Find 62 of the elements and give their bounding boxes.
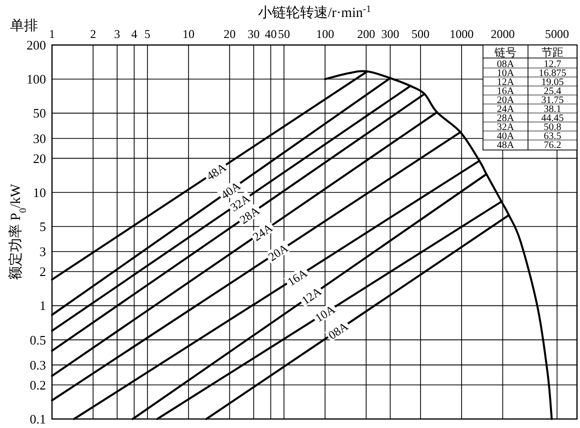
y-tick-label: 2: [40, 264, 46, 280]
x-tick-label: 30: [248, 27, 260, 41]
text: 单排: [10, 18, 38, 34]
data-label: 31.75: [541, 95, 564, 106]
data-label: 50.8: [544, 122, 562, 133]
x-axis-title: 小链轮转速/r·min$^{-1}$: [258, 4, 372, 21]
x-tick-label: 5000: [545, 27, 570, 41]
x-tick-label: 4: [131, 27, 138, 41]
y-tick-label: 3: [40, 244, 46, 260]
y-tick-label: 0.2: [30, 377, 46, 392]
x-tick-label: 10: [182, 27, 195, 41]
x-tick-label: 50: [278, 27, 290, 41]
x-tick-label: 3: [114, 27, 120, 41]
y-tick-label: 0.1: [30, 412, 46, 426]
text: 12A: [298, 284, 324, 308]
data-label: 63.5: [544, 131, 562, 142]
category-label: 32A: [496, 122, 515, 133]
y-tick-label: 200: [26, 38, 46, 52]
y-tick-label: 5: [40, 219, 46, 234]
y-tick-label: 50: [33, 106, 46, 121]
text: 节距: [542, 46, 564, 59]
x-tick-label: 5: [144, 27, 150, 41]
category-label: 20A: [496, 95, 515, 106]
data-label: 38.1: [544, 104, 562, 115]
category-label: 24A: [496, 104, 515, 115]
y-tick-label: 0.3: [30, 357, 46, 372]
x-tick-label: 2000: [490, 27, 515, 41]
y-tick-label: 30: [33, 130, 46, 146]
text: 20A: [266, 240, 291, 264]
x-tick-label: 100: [316, 27, 334, 41]
y-tick-label: 0.5: [30, 332, 46, 348]
x-tick-label: 2: [90, 27, 96, 41]
category-label: 12A: [496, 77, 515, 88]
y-tick-label: 100: [26, 72, 46, 87]
category-label: 40A: [496, 131, 515, 142]
x-tick-label: 200: [357, 27, 376, 41]
x-tick-label: 300: [381, 27, 400, 41]
y-tick-label: 10: [33, 184, 46, 200]
x-tick-label: 1: [49, 27, 55, 41]
x-tick-label: 40: [264, 27, 277, 41]
x-tick-label: 20: [224, 27, 236, 41]
text: 48A: [204, 160, 230, 184]
data-label: 16.875: [538, 68, 566, 79]
text: 24A: [250, 220, 276, 244]
category-label: 48A: [496, 140, 515, 151]
y-tick-label: 20: [33, 150, 46, 166]
x-tick-label: 500: [412, 27, 430, 41]
x-tick-label: 1000: [450, 27, 474, 41]
category-label: 08A: [496, 59, 515, 70]
category-label: 16A: [496, 86, 515, 97]
data-label: 19.05: [541, 77, 564, 88]
text: 08A: [326, 319, 351, 342]
text: 链号: [494, 47, 516, 59]
text: 16A: [284, 266, 310, 289]
data-label: 44.45: [541, 113, 564, 124]
data-label: 25.4: [544, 86, 562, 97]
text: 10A: [312, 302, 338, 326]
category-label: 28A: [496, 113, 515, 124]
y-tick-label: 1: [40, 298, 46, 314]
data-label: 12.7: [544, 59, 562, 70]
data-label: 76.2: [544, 140, 562, 151]
category-label: 10A: [496, 68, 515, 79]
